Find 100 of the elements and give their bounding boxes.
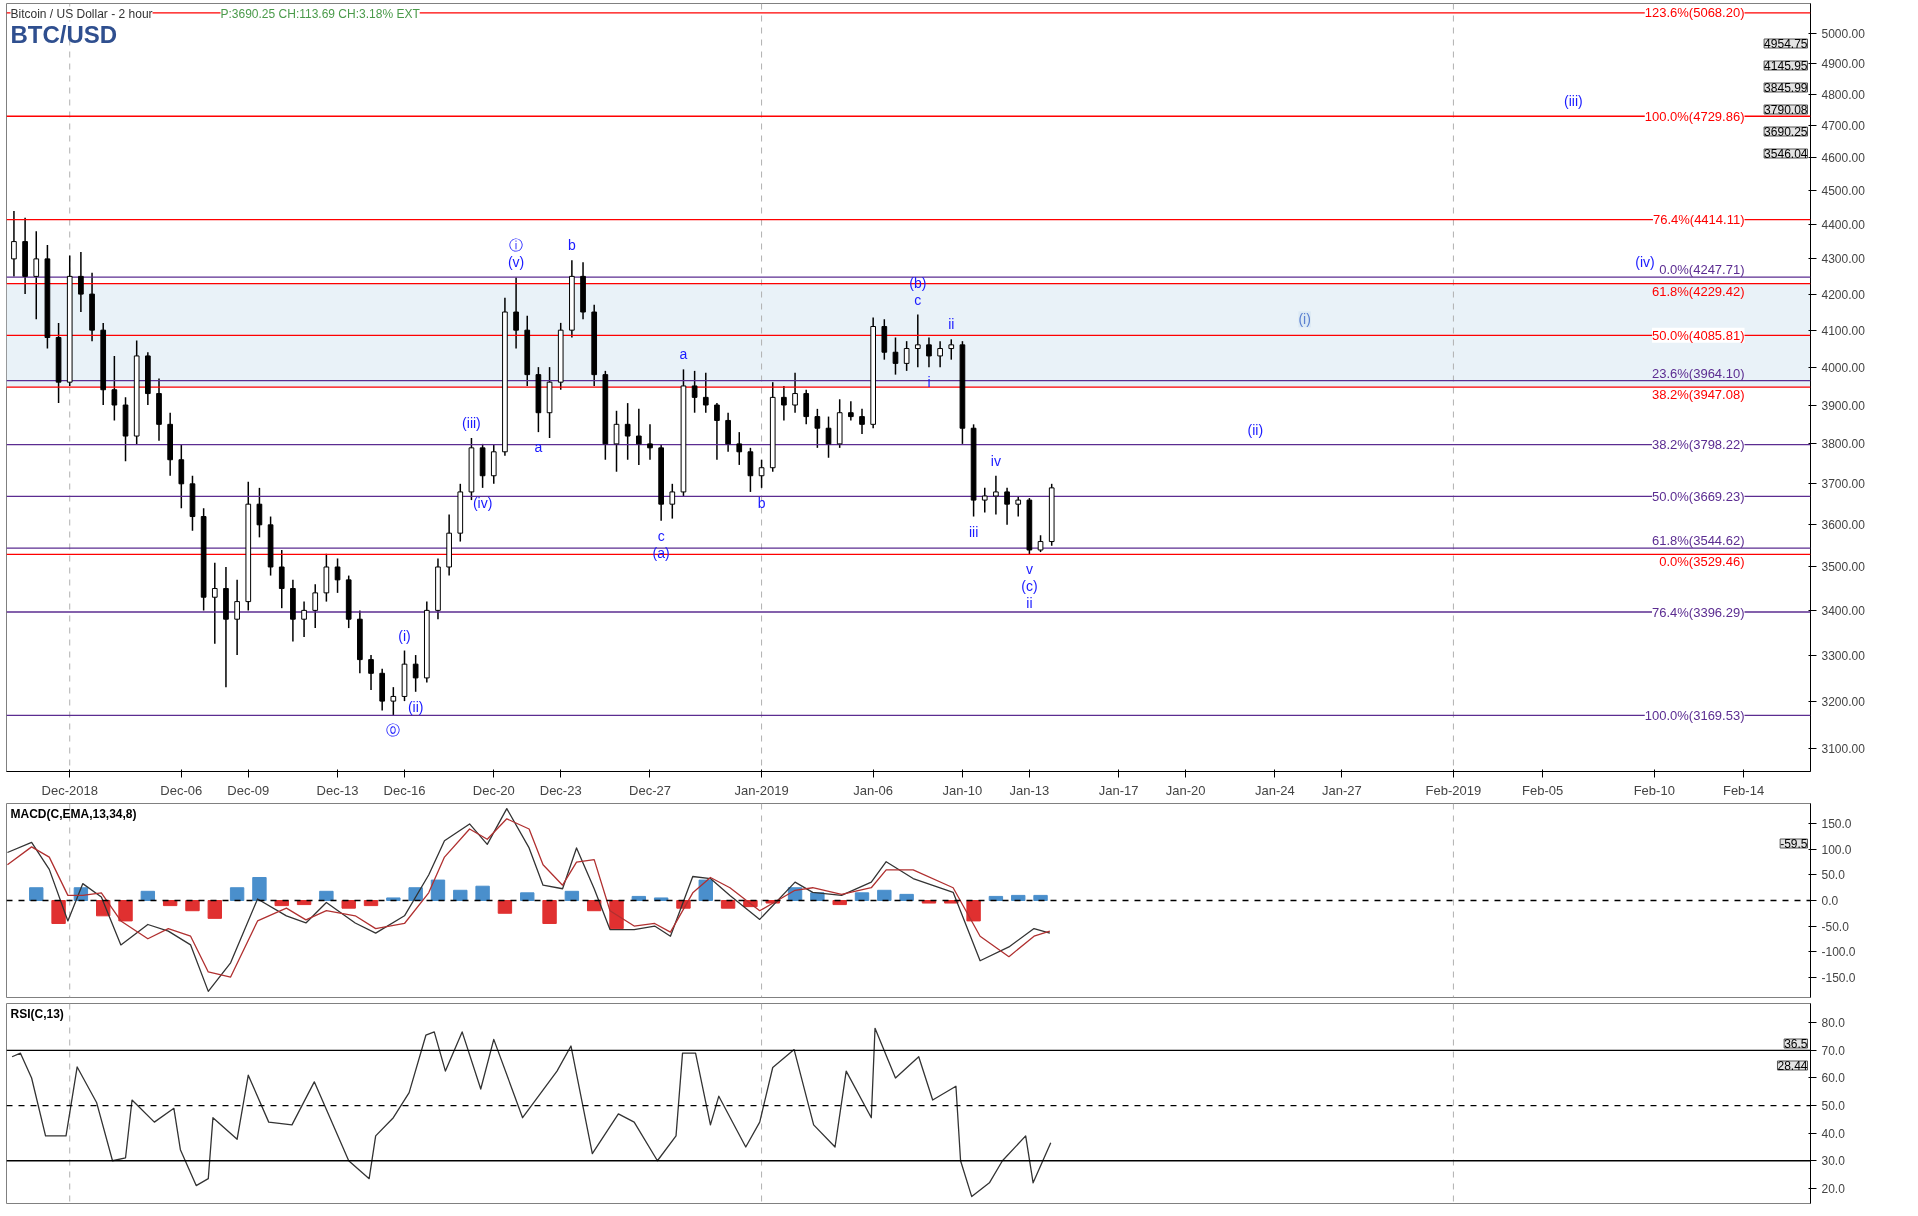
x-tick-label: Dec-23	[539, 782, 582, 798]
ref-line-label: 50.0%(3669.23)	[1651, 488, 1745, 504]
annotation: c	[657, 527, 665, 544]
y-tick-label: 20.0	[1821, 1181, 1846, 1196]
x-tick-label: Jan-13	[1009, 782, 1050, 798]
ref-line-label: 38.2%(3798.22)	[1651, 437, 1745, 453]
annotation: 4954.75	[1764, 37, 1808, 51]
annotation: P:3690.25 CH:113.69 CH:3.18% EXT	[220, 6, 421, 21]
y-tick-label: 4300.00	[1821, 252, 1866, 267]
y-tick-label: 50.0	[1821, 868, 1846, 883]
y-tick-label: 70.0	[1821, 1043, 1846, 1058]
y-tick-label: 4700.00	[1821, 119, 1866, 134]
x-tick-label: Jan-10	[942, 782, 983, 798]
y-tick-label: 60.0	[1821, 1071, 1846, 1086]
annotation: 3790.08	[1764, 103, 1808, 117]
x-tick-label: Jan-2019	[734, 782, 789, 798]
y-tick-label: 4800.00	[1821, 87, 1866, 102]
ref-line-label: 76.4%(4414.11)	[1652, 212, 1745, 228]
y-tick-label: 3400.00	[1821, 603, 1866, 618]
annotation: (iii)	[1564, 93, 1583, 110]
annotation: 3845.99	[1764, 81, 1808, 95]
annotation: ⓪	[386, 722, 401, 739]
ref-line-label: 23.6%(3964.10)	[1651, 365, 1745, 381]
x-tick-label: Feb-05	[1522, 782, 1564, 798]
x-tick-label: Jan-24	[1255, 782, 1295, 798]
annotation: (iii)	[462, 415, 481, 431]
x-tick-label: Feb-14	[1722, 782, 1765, 798]
y-tick-label: 80.0	[1821, 1016, 1846, 1031]
y-tick-label: 4500.00	[1821, 184, 1866, 199]
annotation: (ii)	[407, 698, 424, 715]
y-tick-label: 4900.00	[1821, 56, 1866, 71]
annotation: ⓘ	[509, 237, 524, 254]
annotation: iv	[990, 452, 1001, 469]
ref-line-label: 0.0%(4247.71)	[1659, 262, 1745, 278]
annotation: ii	[948, 316, 955, 333]
x-tick-label: Dec-06	[160, 782, 203, 798]
y-tick-label: 3600.00	[1821, 518, 1866, 533]
annotation: b	[757, 494, 766, 511]
x-tick-label: Dec-13	[316, 782, 359, 798]
y-tick-label: 4600.00	[1821, 151, 1866, 166]
annotation: c	[914, 291, 922, 308]
y-tick-label: 3700.00	[1821, 477, 1866, 492]
annotation: 4145.95	[1764, 59, 1808, 73]
annotation: (iv)	[1635, 254, 1655, 271]
chart-title: MACD(C,EMA,13,34,8)	[10, 806, 137, 821]
annotation: iii	[968, 523, 979, 540]
ref-line-label: 38.2%(3947.08)	[1651, 387, 1745, 403]
x-tick-label: Dec-27	[629, 782, 671, 798]
annotation: a	[679, 346, 688, 363]
x-tick-label: Jan-17	[1098, 782, 1139, 798]
y-tick-label: -50.0	[1821, 919, 1850, 934]
y-tick-label: 3200.00	[1821, 694, 1866, 709]
y-tick-label: 4400.00	[1821, 217, 1866, 232]
y-tick-label: 3500.00	[1821, 560, 1866, 575]
text: BTC/USD	[10, 20, 118, 48]
annotation: 3690.25	[1764, 125, 1808, 139]
y-tick-label: 3800.00	[1821, 437, 1866, 452]
x-tick-label: Dec-16	[383, 782, 426, 798]
annotation: -59.5	[1780, 837, 1808, 851]
y-tick-label: 30.0	[1821, 1154, 1846, 1169]
band-label: (i)	[1298, 311, 1311, 328]
ref-line-label: 76.4%(3396.29)	[1651, 604, 1745, 620]
y-tick-label: 4100.00	[1821, 323, 1866, 338]
y-tick-label: 4000.00	[1821, 360, 1866, 375]
y-tick-label: 3300.00	[1821, 648, 1866, 663]
y-tick-label: 100.0	[1821, 842, 1852, 857]
x-tick-label: Dec-09	[227, 782, 270, 798]
ref-line-label: 100.0%(4729.86)	[1644, 108, 1745, 124]
y-tick-label: 50.0	[1821, 1099, 1846, 1114]
x-tick-label: Jan-20	[1165, 782, 1206, 798]
annotation: (ii)	[1247, 421, 1264, 438]
x-tick-label: Feb-2019	[1425, 782, 1482, 798]
y-tick-label: 5000.00	[1821, 26, 1866, 41]
chart-subtitle: Bitcoin / US Dollar - 2 hour	[10, 6, 153, 21]
ref-line-label: 0.0%(3529.46)	[1659, 554, 1745, 570]
annotation: v	[1025, 561, 1033, 578]
annotation: ii	[1026, 595, 1033, 612]
annotation: b	[567, 237, 576, 254]
annotation: (i)	[398, 627, 411, 644]
chart-title: RSI(C,13)	[10, 1006, 64, 1021]
ref-line-label: 123.6%(5068.20)	[1644, 5, 1745, 21]
ref-line-label: 50.0%(4085.81)	[1651, 327, 1745, 343]
y-tick-label: 40.0	[1821, 1126, 1846, 1141]
ref-line-label: 61.8%(3544.62)	[1651, 533, 1745, 549]
y-tick-label: -150.0	[1821, 970, 1856, 985]
y-tick-label: 150.0	[1821, 817, 1852, 832]
y-tick-label: 4200.00	[1821, 287, 1866, 302]
y-tick-label: 3900.00	[1821, 398, 1866, 413]
x-tick-label: Feb-10	[1633, 782, 1675, 798]
y-tick-label: -100.0	[1821, 945, 1856, 960]
x-tick-label: Jan-27	[1321, 782, 1362, 798]
x-tick-label: Dec-20	[472, 782, 515, 798]
annotation: 3546.04	[1764, 147, 1808, 161]
annotation: (c)	[1021, 578, 1038, 595]
x-tick-label: Jan-06	[853, 782, 894, 798]
ref-line-label: 61.8%(4229.42)	[1651, 283, 1745, 299]
x-tick-label: Dec-2018	[41, 782, 98, 798]
y-tick-label: 3100.00	[1821, 742, 1866, 757]
ref-line-label: 100.0%(3169.53)	[1644, 707, 1745, 723]
annotation: (v)	[507, 254, 525, 271]
